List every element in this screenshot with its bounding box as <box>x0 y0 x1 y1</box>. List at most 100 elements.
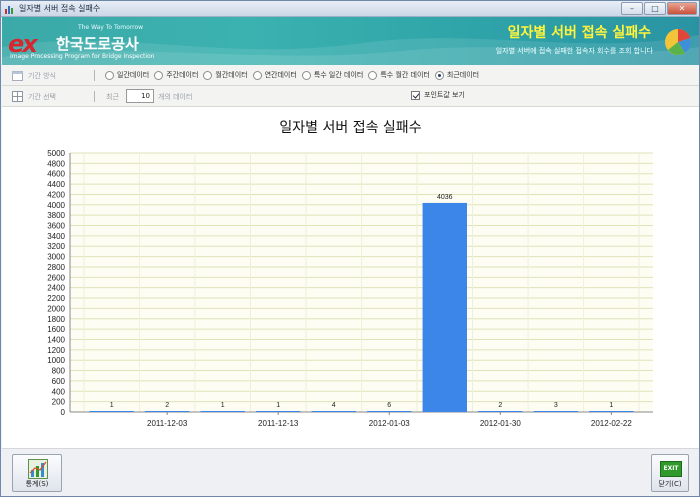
y-tick-label: 400 <box>52 387 66 396</box>
y-tick-label: 2200 <box>47 294 65 303</box>
exit-icon: EXIT <box>660 461 682 477</box>
stats-button[interactable]: 통계(S) <box>12 454 62 492</box>
radio-label: 최근데이터 <box>446 71 480 79</box>
radio-dot[interactable] <box>154 70 164 80</box>
bar-chart: 0200400600800100012001400160018002000220… <box>47 149 653 428</box>
y-tick-label: 1000 <box>47 356 65 365</box>
company-name: 한국도로공사 <box>56 35 139 53</box>
radio-label: 특수 월간 데이터 <box>380 71 430 79</box>
window-controls: – □ ✕ <box>621 2 697 15</box>
period-type-label: 기간 방식 <box>28 72 56 80</box>
divider <box>94 91 95 102</box>
company-tagline: The Way To Tomorrow <box>78 24 144 31</box>
y-tick-label: 3600 <box>47 222 65 231</box>
chart-panel: 일자별 서버 접속 실패수 0 200 400 600 800 1000 1200 1400 1… <box>2 107 699 448</box>
bar <box>256 411 301 412</box>
y-tick-label: 1400 <box>47 335 65 344</box>
x-tick-label: 2011-12-13 <box>258 419 299 428</box>
bar <box>422 202 467 412</box>
radio-yearly[interactable]: 연간데이터 <box>252 70 297 80</box>
pie-chart-icon <box>665 28 692 55</box>
bar <box>200 411 245 412</box>
radio-dot[interactable] <box>368 70 378 80</box>
radio-label: 특수 일간 데이터 <box>313 71 364 79</box>
bar-data-label: 4036 <box>437 194 453 201</box>
bar-data-label: 1 <box>110 402 114 409</box>
bar <box>144 411 190 412</box>
bar <box>311 411 356 412</box>
program-subtitle: Image Processing Program for Bridge Insp… <box>10 53 155 60</box>
show-points-checkbox[interactable]: 포인트값 보기 <box>411 90 465 100</box>
radio-dot[interactable] <box>301 70 311 80</box>
y-tick-label: 3000 <box>47 253 65 262</box>
header-banner: The Way To Tomorrow ex 한국도로공사 Image Proc… <box>2 17 699 65</box>
x-tick-label: 2012-02-22 <box>591 419 632 428</box>
y-tick-label: 800 <box>52 367 66 376</box>
y-tick-label: 600 <box>52 377 66 386</box>
radio-dot-selected[interactable] <box>434 70 444 80</box>
y-tick-label: 3200 <box>47 242 65 251</box>
radio-special-daily[interactable]: 특수 일간 데이터 <box>301 70 364 80</box>
period-type-radios: 일간데이터 주간데이터 월간데이터 연간데이터 특수 일간 데이터 특수 월간 … <box>105 70 484 80</box>
recent-label: 최근 <box>106 93 119 101</box>
y-tick-label: 3800 <box>47 211 65 220</box>
recent-count-input[interactable]: 10 <box>126 89 154 103</box>
y-tick-label: 4200 <box>47 190 65 199</box>
y-tick-label: 4600 <box>47 170 65 179</box>
x-tick-label: 2011-12-03 <box>147 419 188 428</box>
bar-data-label: 1 <box>609 402 613 409</box>
y-tick-label: 2400 <box>47 284 65 293</box>
y-tick-label: 5000 <box>47 149 65 158</box>
show-points-label: 포인트값 보기 <box>424 91 465 99</box>
y-tick-label: 4800 <box>47 159 65 168</box>
y-tick-label: 0 <box>61 408 66 417</box>
radio-label: 연간데이터 <box>264 71 297 79</box>
y-tick-label: 2800 <box>47 263 65 272</box>
y-tick-label: 1600 <box>47 325 65 334</box>
radio-dot[interactable] <box>252 70 262 80</box>
bar <box>367 411 412 412</box>
maximize-button[interactable]: □ <box>644 2 666 15</box>
bar <box>478 411 523 412</box>
radio-label: 월간데이터 <box>215 71 248 79</box>
chart-title: 일자별 서버 접속 실패수 <box>279 120 422 136</box>
company-logo: ex <box>8 30 38 58</box>
radio-daily[interactable]: 일간데이터 <box>105 70 149 80</box>
radio-recent[interactable]: 최근데이터 <box>434 70 480 80</box>
period-select-label: 기간 선택 <box>28 93 56 101</box>
period-type-row: 기간 방식 일간데이터 주간데이터 월간데이터 연간데이터 특수 일간 데이터 … <box>2 65 699 86</box>
chart-app-icon <box>5 6 13 14</box>
banner-title: 일자별 서버 접속 실패수 <box>507 25 651 41</box>
window-title: 일자별 서버 접속 실패수 <box>19 4 101 13</box>
radio-dot[interactable] <box>105 70 114 80</box>
radio-weekly[interactable]: 주간데이터 <box>154 70 198 80</box>
bottom-toolbar: 통계(S) EXIT 닫기(C) <box>2 448 699 496</box>
y-tick-label: 1200 <box>47 346 65 355</box>
title-bar: 일자별 서버 접속 실패수 – □ ✕ <box>1 1 699 17</box>
radio-monthly[interactable]: 월간데이터 <box>203 70 248 80</box>
bar <box>89 411 134 412</box>
bar-data-label: 4 <box>332 402 336 409</box>
y-tick-label: 1800 <box>47 315 65 324</box>
banner-description: 일자별 서버에 접속 실패한 접속자 회수를 조회 합니다 <box>495 47 653 55</box>
bar-data-label: 1 <box>276 402 280 409</box>
close-button[interactable]: EXIT 닫기(C) <box>651 454 689 492</box>
bar <box>589 411 634 412</box>
y-tick-label: 200 <box>52 398 66 407</box>
minimize-button[interactable]: – <box>621 2 643 15</box>
bar-data-label: 3 <box>554 402 558 409</box>
grid-select-icon <box>12 91 23 102</box>
radio-special-monthly[interactable]: 특수 월간 데이터 <box>368 70 430 80</box>
recent-suffix: 개의 데이터 <box>158 93 193 101</box>
bar <box>533 411 579 412</box>
radio-dot[interactable] <box>203 70 213 80</box>
y-tick-label: 4000 <box>47 201 65 210</box>
y-tick-label: 2600 <box>47 273 65 282</box>
bar-data-label: 6 <box>387 402 391 409</box>
checkbox-box-checked[interactable] <box>411 90 420 100</box>
banner-wave-decoration <box>2 35 699 65</box>
bar-data-label: 1 <box>221 402 225 409</box>
close-window-button[interactable]: ✕ <box>667 2 697 15</box>
close-button-label: 닫기(C) <box>658 480 682 488</box>
